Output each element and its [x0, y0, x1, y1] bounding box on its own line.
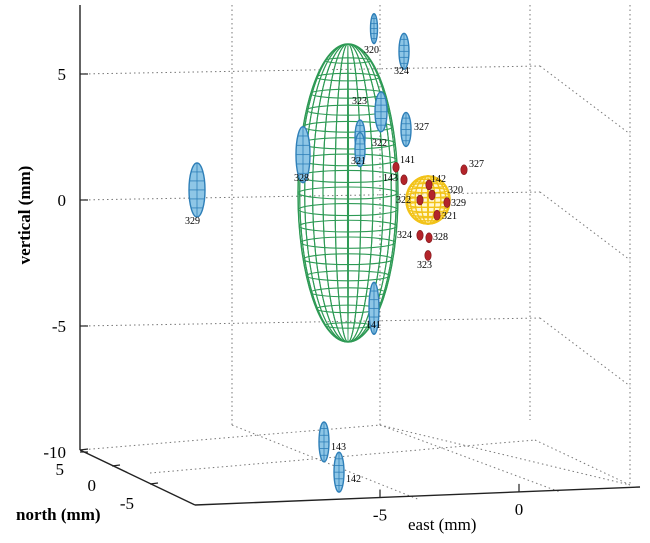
blue-marker-label: 322: [372, 138, 387, 149]
red-marker: 329: [443, 197, 466, 209]
red-marker-label: 322: [396, 195, 411, 206]
large-ellipsoid: [297, 43, 399, 343]
north-axis-title: north (mm): [16, 505, 101, 524]
blue-marker-label: 324: [394, 66, 409, 77]
red-marker-label: 323: [417, 260, 432, 271]
blue-marker: 329: [185, 162, 206, 227]
blue-marker: 327: [400, 111, 429, 148]
red-marker: 321: [433, 209, 457, 222]
red-marker: 141: [392, 155, 415, 173]
z-tick-label: -5: [52, 317, 66, 336]
red-marker-label: 327: [469, 159, 484, 170]
blue-marker-label: 320: [364, 45, 379, 56]
blue-marker: 320: [364, 12, 379, 56]
red-marker-label: 329: [451, 198, 466, 209]
blue-marker-label: 329: [185, 216, 200, 227]
red-marker-label: 321: [442, 211, 457, 222]
blue-marker: 142: [333, 451, 361, 493]
grid-lines: [79, 5, 631, 501]
red-marker: 323: [417, 250, 432, 271]
red-marker: 143: [383, 173, 408, 186]
red-marker-label: 324: [397, 230, 412, 241]
east-tick-label: 0: [515, 500, 524, 519]
north-ticks: 5 0 -5: [56, 448, 159, 513]
red-marker: 324: [397, 229, 424, 241]
blue-marker: 324: [394, 32, 410, 77]
z-tick-label: 5: [58, 65, 67, 84]
red-marker: 327: [460, 159, 484, 176]
red-marker-label: 320: [448, 185, 463, 196]
red-marker: 322: [396, 194, 424, 206]
east-tick-label: -5: [373, 506, 387, 525]
red-marker-label: 141: [400, 155, 415, 166]
north-tick-label: 5: [56, 460, 65, 479]
blue-marker-label: 142: [346, 474, 361, 485]
z-ticks: 5 0 -5 -10: [43, 65, 88, 462]
blue-marker: 143: [318, 421, 346, 463]
z-tick-label: -10: [43, 443, 66, 462]
red-marker: 320: [428, 185, 463, 201]
blue-marker-label: 328: [294, 173, 309, 184]
axis-frame: [79, 5, 641, 506]
red-marker-label: 328: [433, 232, 448, 243]
blue-marker-label: 143: [331, 442, 346, 453]
red-marker: 328: [425, 232, 448, 244]
north-tick-label: 0: [88, 476, 97, 495]
blue-marker-label: 323: [352, 96, 367, 107]
z-tick-label: 0: [58, 191, 67, 210]
red-marker-label: 142: [431, 174, 446, 185]
z-axis-title: vertical (mm): [15, 166, 34, 265]
red-marker: 142: [425, 174, 446, 191]
north-tick-label: -5: [120, 494, 134, 513]
blue-marker-label: 327: [414, 122, 429, 133]
east-ticks: -5 0: [373, 483, 524, 525]
blue-marker: 141: [366, 281, 381, 336]
red-marker-label: 143: [383, 173, 398, 184]
blue-marker: 321: [351, 131, 366, 168]
east-axis-title: east (mm): [408, 515, 476, 534]
blue-marker-label: 141: [366, 320, 381, 331]
small-sphere: [405, 175, 451, 225]
blue-marker: 328: [294, 125, 311, 184]
blue-marker: 323: [352, 91, 388, 133]
blue-marker-label: 321: [351, 156, 366, 167]
